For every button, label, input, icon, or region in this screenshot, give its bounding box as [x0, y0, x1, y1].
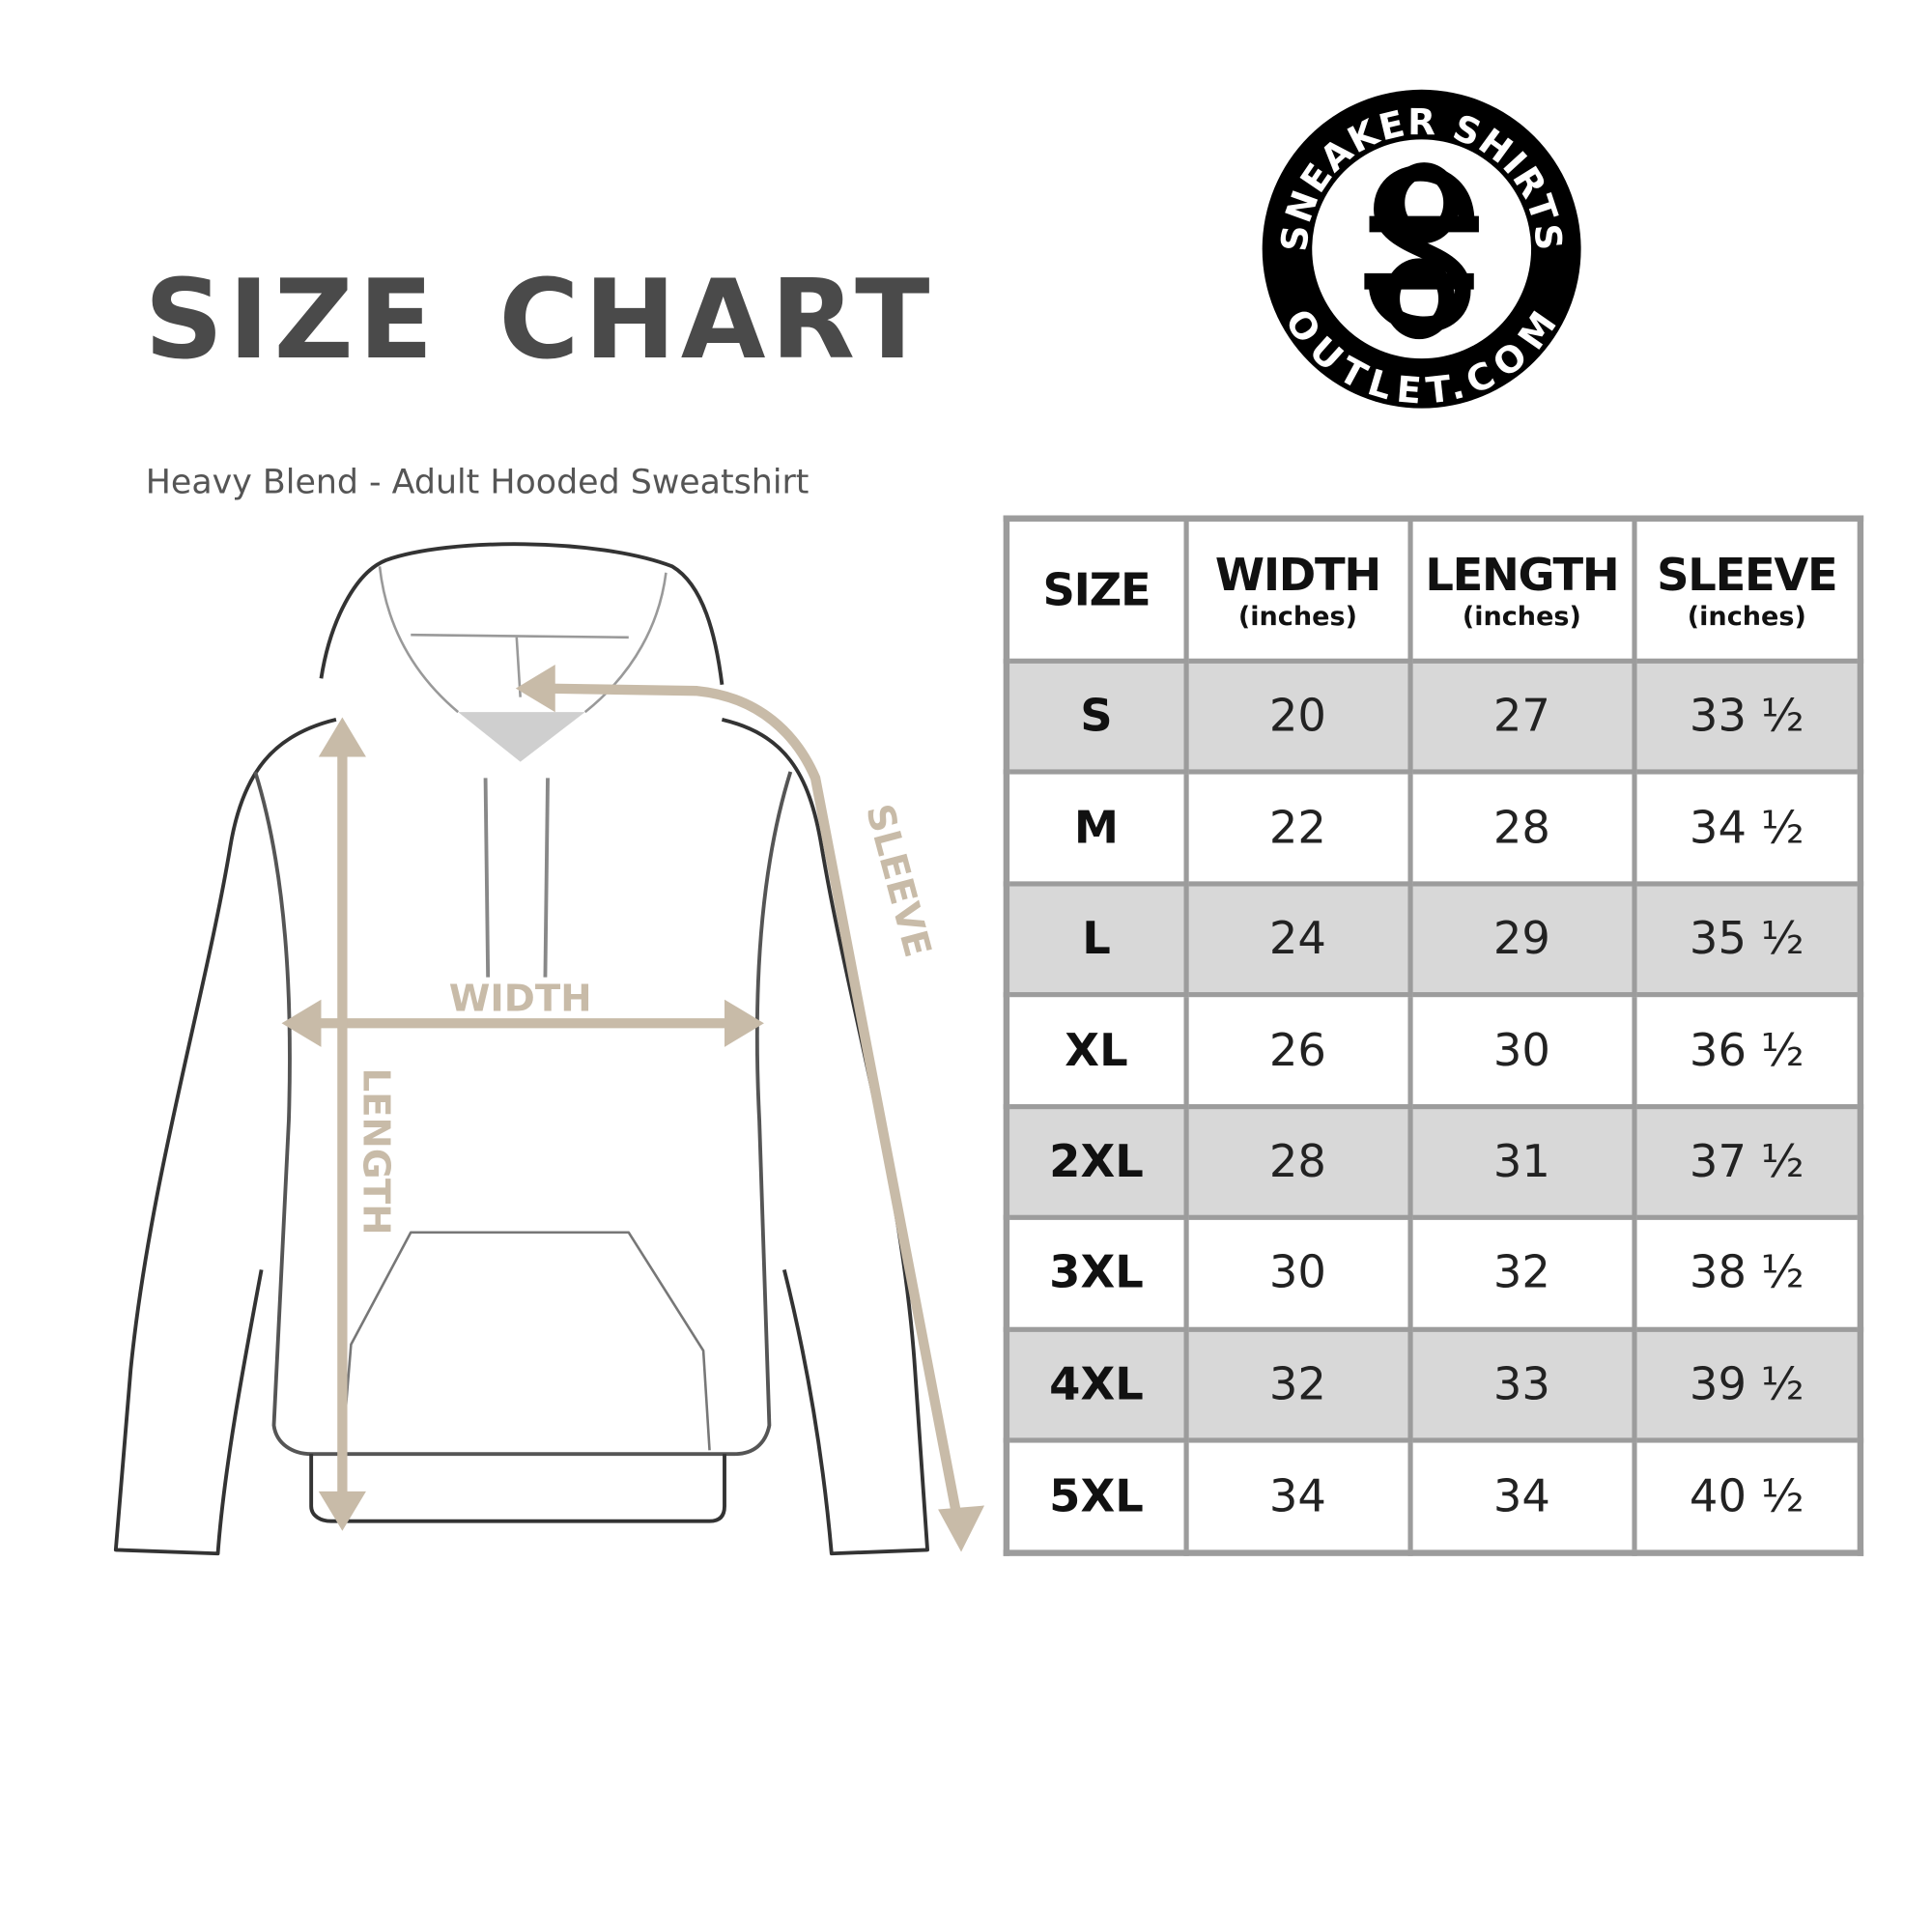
sleeve-arrow — [542, 683, 964, 1526]
width-label: WIDTH — [449, 977, 592, 1020]
cell-width: 26 — [1182, 992, 1412, 1109]
table-header-row: SIZE WIDTH (inches) LENGTH (inches) SLEEVE (in… — [1004, 516, 1863, 664]
header-unit: (inches) — [1237, 600, 1357, 631]
cell-sleeve: 37 ½ — [1631, 1103, 1863, 1221]
cell-length: 31 — [1406, 1103, 1636, 1221]
table-row: 5XL 34 34 40 ½ — [1004, 1437, 1863, 1556]
table-row: 4XL 32 33 39 ½ — [1004, 1326, 1863, 1443]
cell-size: 2XL — [1004, 1103, 1189, 1221]
table-row: L 24 29 35 ½ — [1004, 881, 1863, 998]
header-unit: (inches) — [1687, 600, 1806, 631]
cell-length: 29 — [1406, 881, 1636, 998]
cell-width: 30 — [1182, 1214, 1412, 1332]
cell-size: M — [1004, 769, 1189, 887]
cell-sleeve: 34 ½ — [1631, 769, 1863, 887]
product-subtitle: Heavy Blend - Adult Hooded Sweatshirt — [145, 463, 810, 502]
header-unit: (inches) — [1462, 600, 1581, 631]
header-label: SLEEVE — [1657, 549, 1838, 601]
header-label: LENGTH — [1425, 549, 1619, 601]
header-length: LENGTH (inches) — [1406, 516, 1636, 664]
size-table: SIZE WIDTH (inches) LENGTH (inches) SLEEVE (in… — [1003, 515, 1864, 1556]
cell-length: 32 — [1406, 1214, 1636, 1332]
hoodie-diagram: WIDTH LENGTH SLEEVE — [113, 542, 985, 1556]
brand-logo: SNEAKER SHIRTS OUTLET.COM — [1262, 89, 1581, 412]
cell-width: 22 — [1182, 769, 1412, 887]
table-row: 2XL 28 31 37 ½ — [1004, 1103, 1863, 1221]
table-row: XL 26 30 36 ½ — [1004, 992, 1863, 1109]
header-width: WIDTH (inches) — [1182, 516, 1412, 664]
cell-sleeve: 35 ½ — [1631, 881, 1863, 998]
cell-length: 27 — [1406, 658, 1636, 776]
hood-outline — [319, 542, 724, 686]
table-row: 3XL 30 32 38 ½ — [1004, 1214, 1863, 1332]
left-sleeve-outline — [113, 717, 337, 1556]
cell-width: 20 — [1182, 658, 1412, 776]
cell-size: 4XL — [1004, 1326, 1189, 1443]
header-sleeve: SLEEVE (inches) — [1631, 516, 1863, 664]
cell-size: 5XL — [1004, 1437, 1189, 1556]
body-outline — [253, 771, 793, 1457]
cell-size: S — [1004, 658, 1189, 776]
cell-size: L — [1004, 881, 1189, 998]
page-title: SIZE CHART — [144, 255, 935, 384]
sleeve-label: SLEEVE — [857, 800, 939, 962]
cell-sleeve: 36 ½ — [1631, 992, 1863, 1109]
length-label: LENGTH — [354, 1067, 397, 1235]
cell-sleeve: 40 ½ — [1631, 1437, 1863, 1556]
waistband — [309, 1454, 726, 1523]
cell-sleeve: 39 ½ — [1631, 1326, 1863, 1443]
table-row: M 22 28 34 ½ — [1004, 769, 1863, 887]
pocket-outline — [341, 1231, 711, 1451]
header-label: SIZE — [1042, 564, 1151, 616]
cell-length: 33 — [1406, 1326, 1636, 1443]
cell-size: XL — [1004, 992, 1189, 1109]
cell-width: 24 — [1182, 881, 1412, 998]
monogram-icon — [1364, 162, 1479, 340]
cell-length: 34 — [1406, 1437, 1636, 1556]
cell-length: 28 — [1406, 769, 1636, 887]
header-size: SIZE — [1004, 516, 1189, 664]
cell-width: 28 — [1182, 1103, 1412, 1221]
cell-size: 3XL — [1004, 1214, 1189, 1332]
cell-sleeve: 38 ½ — [1631, 1214, 1863, 1332]
table-row: S 20 27 33 ½ — [1004, 658, 1863, 776]
cell-width: 34 — [1182, 1437, 1412, 1556]
cell-length: 30 — [1406, 992, 1636, 1109]
cell-width: 32 — [1182, 1326, 1412, 1443]
cell-sleeve: 33 ½ — [1631, 658, 1863, 776]
neck-gusset — [458, 712, 585, 762]
header-label: WIDTH — [1214, 549, 1381, 601]
